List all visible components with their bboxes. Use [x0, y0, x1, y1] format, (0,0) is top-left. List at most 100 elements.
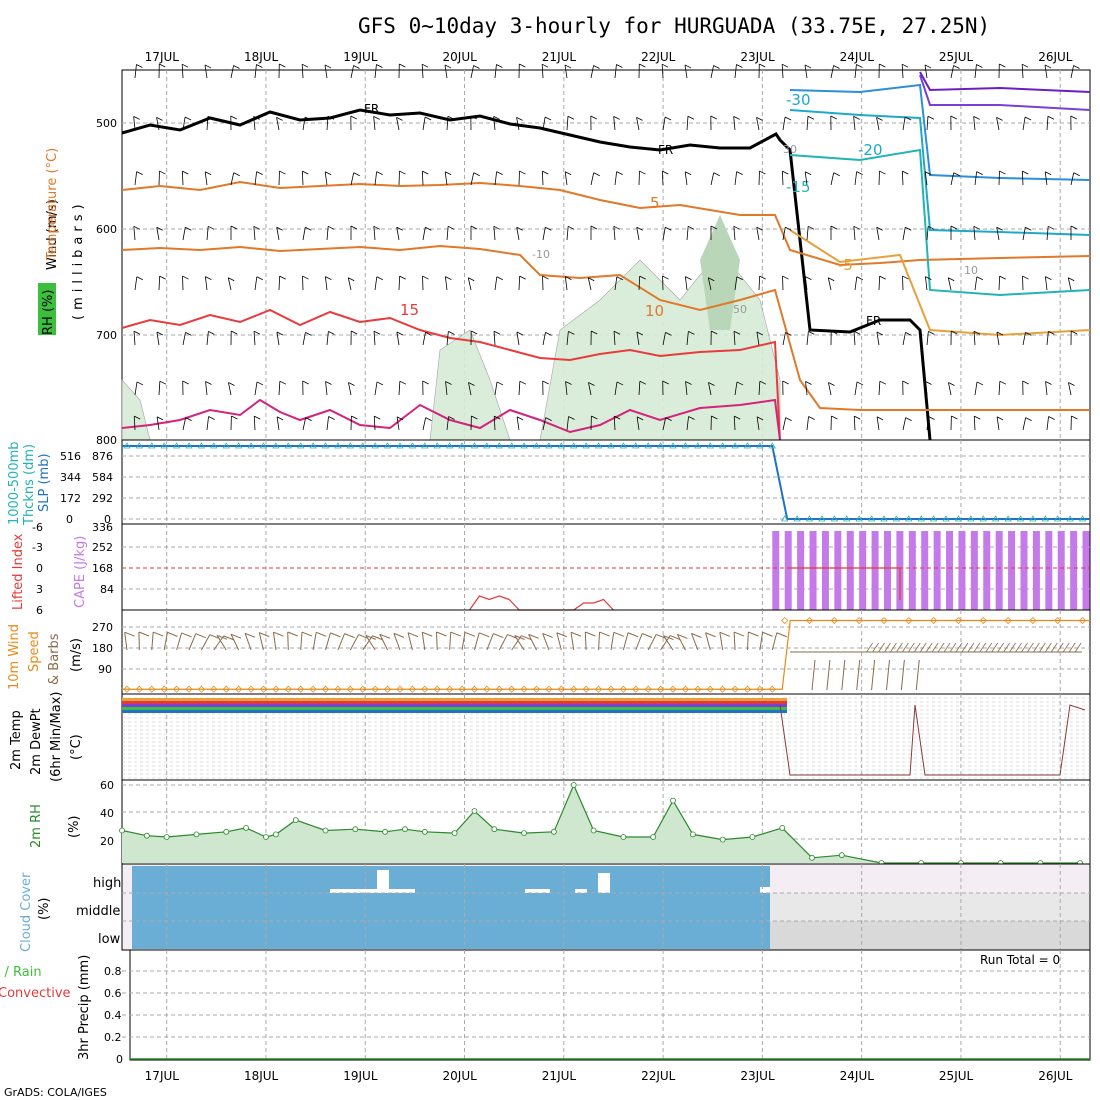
wind-barb-flag — [927, 115, 935, 120]
wind10-barbs — [124, 631, 1082, 691]
wind10-barb-flag — [521, 635, 532, 641]
wind-barb — [493, 226, 496, 241]
wind-barb-flag — [1025, 332, 1032, 336]
wind10-barb — [733, 632, 736, 651]
wind10-barb — [163, 632, 168, 651]
wind-barb — [278, 276, 281, 291]
wind-barb-flag — [687, 225, 695, 230]
wind-barb — [133, 226, 136, 241]
cape-bar — [970, 531, 978, 610]
wind-barb-flag — [876, 416, 884, 421]
wind-barb-flag — [230, 115, 237, 120]
thickness-marker — [334, 442, 342, 449]
wind10-speed-marker — [284, 685, 292, 693]
wind-barb — [373, 331, 376, 346]
wind-barb — [1046, 116, 1049, 131]
wind10-barb — [866, 642, 873, 653]
p4-ylabel-c: & Barbs — [47, 633, 62, 685]
wind-barb-flag — [253, 330, 261, 335]
wind10-barb-flag — [613, 631, 624, 637]
cape-bar — [846, 531, 854, 610]
wind-barb-flag — [305, 226, 312, 231]
wind-barb-flag — [996, 416, 1004, 421]
thickness-marker — [706, 442, 714, 449]
rh2m-marker — [779, 825, 786, 831]
wind-barb-flag — [782, 275, 789, 280]
wind-barb — [468, 382, 472, 396]
thickness-marker — [1041, 515, 1050, 522]
wind-barb — [398, 381, 401, 396]
wind-barb-flag — [327, 225, 335, 230]
wind-barb — [830, 172, 835, 186]
wind-barb — [396, 331, 400, 346]
wind-barb — [661, 64, 664, 79]
wind10-barb — [272, 632, 277, 651]
wind-barb — [253, 116, 256, 131]
wind-barb-flag — [1045, 276, 1052, 280]
thickness-marker — [495, 442, 503, 449]
wind-barb — [804, 276, 808, 291]
wind-barb-flag — [713, 172, 720, 177]
wind-barb — [470, 65, 474, 79]
wind-barb-flag — [425, 417, 432, 421]
wind10-barb — [771, 632, 778, 651]
wind-barb-flag — [353, 65, 360, 69]
p6-ytick-60: 60 — [100, 779, 114, 792]
wind-barb — [974, 276, 978, 291]
wind-barb — [806, 226, 809, 241]
wind-barb — [494, 171, 498, 186]
wind-barb — [684, 64, 688, 79]
x-top-label: 24JUL — [840, 50, 875, 64]
x-bottom-label: 25JUL — [939, 1069, 974, 1083]
wind-barb-flag — [253, 116, 260, 120]
wind-barb-flag — [828, 277, 835, 282]
wind-barb — [1021, 64, 1024, 79]
rh2m-marker — [570, 782, 577, 788]
thickness-marker — [445, 442, 454, 449]
p2-left-172: 172 — [60, 492, 81, 505]
thickness-marker — [905, 515, 913, 522]
rh2m-marker — [451, 830, 458, 836]
wind10-barb — [486, 633, 494, 651]
wind10-barb-flag — [464, 631, 476, 637]
wind-barb — [756, 117, 760, 131]
thickness-marker — [917, 515, 925, 522]
wind10-barb-flag — [167, 631, 178, 637]
wind10-barb-flag — [677, 633, 688, 639]
rh2m-marker — [272, 831, 279, 838]
wind-barb-flag — [133, 330, 141, 335]
svg-text:Speed: Speed — [27, 631, 42, 672]
temp-contour-15 — [121, 308, 781, 441]
wind10-barb-flag — [365, 634, 377, 640]
wind10-barb — [890, 642, 897, 653]
wind-barb-flag — [305, 417, 312, 421]
wind-barb-flag — [328, 331, 335, 335]
wind10-barb — [287, 631, 289, 651]
wind-barb — [446, 331, 449, 346]
wind-barb — [276, 227, 280, 241]
wind-barb-flag — [807, 115, 815, 120]
wind-barb-flag — [253, 225, 261, 230]
wind-barb-flag — [833, 65, 840, 69]
wind-barb-flag — [639, 380, 647, 385]
thickness-marker — [123, 442, 131, 449]
wind-barb — [804, 171, 808, 186]
wind-barb-flag — [853, 225, 861, 230]
wind10-speed-line — [122, 619, 1090, 690]
wind10-barb — [647, 634, 657, 651]
wind-barb-flag — [636, 416, 644, 421]
wind10-speed-marker — [880, 616, 888, 625]
wind-barb — [133, 116, 136, 131]
wind-barb-flag — [781, 63, 789, 68]
wind-barb-flag — [593, 172, 600, 177]
wind-barb-flag — [276, 331, 284, 336]
wind-barb-flag — [950, 115, 957, 120]
wind-barb-flag — [374, 415, 381, 420]
wind-barb — [133, 331, 136, 346]
thickness-marker — [346, 442, 355, 449]
wind-barb-flag — [976, 171, 983, 175]
wind-barb — [564, 276, 568, 291]
wind-barb-flag — [756, 416, 764, 421]
cloud-gaps — [330, 870, 770, 893]
wind-barb — [708, 382, 712, 396]
